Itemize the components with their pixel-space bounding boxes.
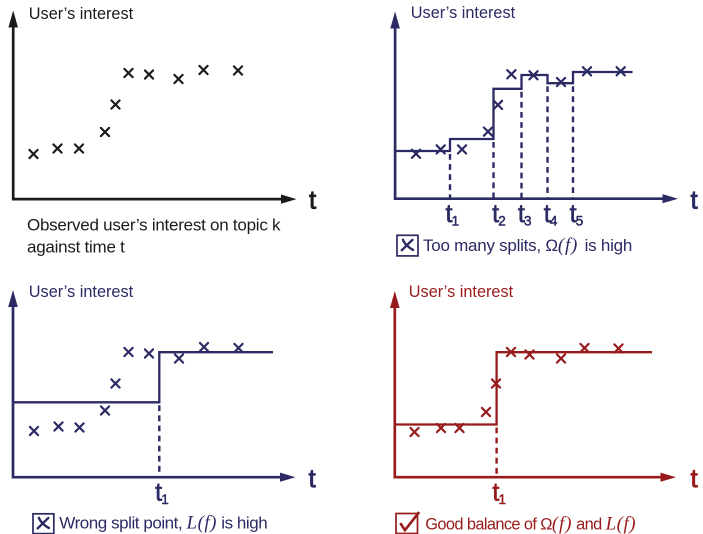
svg-text:User’s interest: User’s interest [411,4,516,22]
svg-text:Good balance of Ω(f) and L(f): Good balance of Ω(f) and L(f) [425,513,636,534]
svg-text:against time t: against time t [27,238,125,257]
svg-text:Too many splits, Ω(f) is high: Too many splits, Ω(f) is high [423,235,632,256]
svg-text:Wrong split point, L(f) is hig: Wrong split point, L(f) is high [59,513,267,534]
svg-text:User’s interest: User’s interest [29,5,134,23]
svg-text:t1: t1 [155,477,169,508]
svg-text:t: t [309,185,317,215]
svg-text:t: t [691,463,699,493]
svg-text:t4: t4 [544,198,558,229]
svg-text:t2: t2 [492,198,506,229]
svg-text:t1: t1 [492,477,506,508]
svg-text:Observed user’s interest on to: Observed user’s interest on topic k [27,216,281,235]
svg-text:t: t [309,463,317,493]
svg-text:t5: t5 [570,198,584,229]
svg-text:User’s interest: User’s interest [409,283,514,301]
svg-text:t: t [691,185,699,215]
svg-text:User’s interest: User’s interest [29,283,134,301]
svg-text:t3: t3 [518,198,532,229]
svg-text:t1: t1 [445,198,459,229]
